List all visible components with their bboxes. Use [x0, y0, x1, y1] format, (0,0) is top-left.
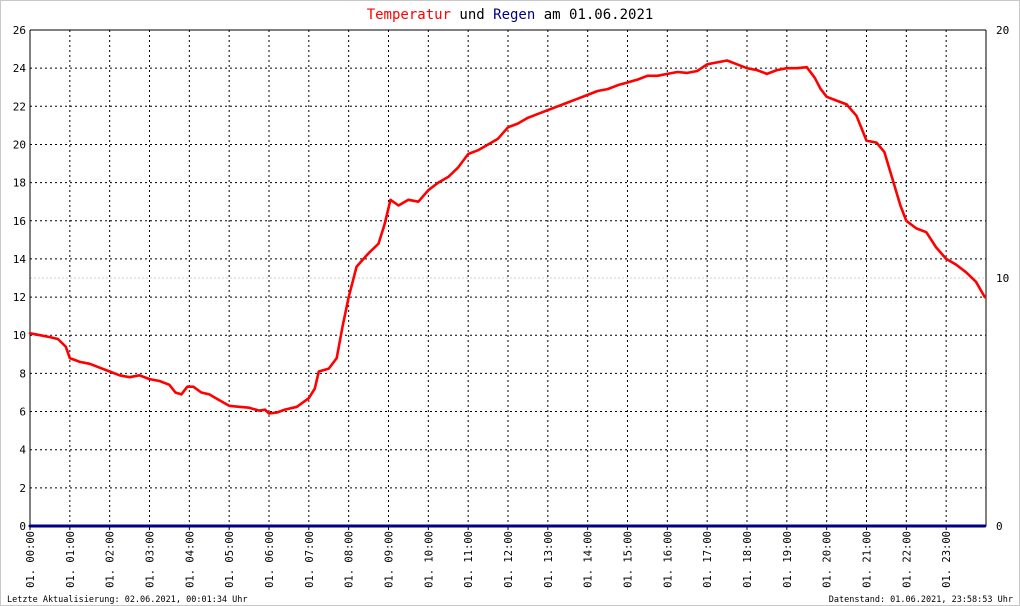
x-tick-label: 01. 02:00 [105, 531, 117, 588]
x-tick-label: 01. 18:00 [742, 531, 754, 588]
x-tick-label: 01. 23:00 [941, 531, 953, 588]
x-tick-label: 01. 04:00 [184, 531, 196, 588]
x-tick-label: 01. 16:00 [662, 531, 674, 588]
x-tick-label: 01. 12:00 [503, 531, 515, 588]
x-tick-label: 01. 10:00 [423, 531, 435, 588]
x-tick-label: 01. 13:00 [543, 531, 555, 588]
x-tick-label: 01. 15:00 [623, 531, 635, 588]
title-regen: Regen [493, 7, 535, 23]
x-tick-label: 01. 05:00 [224, 531, 236, 588]
x-tick-label: 01. 21:00 [862, 531, 874, 588]
y-tick-label: 14 [13, 253, 27, 266]
footer-last-update: Letzte Aktualisierung: 02.06.2021, 00:01… [7, 595, 248, 605]
title-date: am 01.06.2021 [535, 7, 653, 23]
x-tick-label: 01. 19:00 [782, 531, 794, 588]
x-tick-label: 01. 14:00 [583, 531, 595, 588]
grid [30, 29, 986, 526]
axes [29, 29, 987, 530]
y-tick-label: 24 [13, 62, 27, 75]
y2-tick-label: 0 [996, 520, 1003, 533]
y-tick-label: 12 [13, 291, 26, 304]
x-tick-label: 01. 01:00 [65, 531, 77, 588]
footer-data-status: Datenstand: 01.06.2021, 23:58:53 Uhr [829, 595, 1013, 605]
y-tick-label: 8 [19, 367, 26, 380]
x-tick-label: 01. 03:00 [145, 531, 157, 588]
y-tick-label: 20 [13, 138, 26, 151]
x-tick-label: 01. 22:00 [901, 531, 913, 588]
title-und: und [451, 7, 493, 23]
x-tick-label: 01. 00:00 [25, 531, 37, 588]
x-tick-label: 01. 20:00 [822, 531, 834, 588]
chart-title: Temperatur und Regen am 01.06.2021 [367, 7, 654, 23]
x-tick-label: 01. 17:00 [702, 531, 714, 588]
y-tick-label: 22 [13, 100, 26, 113]
series [28, 59, 987, 528]
y-tick-label: 6 [19, 406, 26, 419]
x-tick-label: 01. 11:00 [463, 531, 475, 588]
x-tick-label: 01. 09:00 [384, 531, 396, 588]
y-tick-label: 26 [13, 24, 26, 37]
x-tick-label: 01. 06:00 [264, 531, 276, 588]
y-tick-label: 0 [19, 520, 26, 533]
y-tick-label: 2 [19, 482, 26, 495]
y-tick-label: 4 [19, 444, 26, 457]
series-line-temperatur [28, 59, 987, 415]
title-temperatur: Temperatur [367, 7, 451, 23]
y-tick-label: 16 [13, 215, 26, 228]
y2-tick-label: 20 [996, 24, 1009, 37]
x-tick-label: 01. 08:00 [344, 531, 356, 588]
y-tick-label: 18 [13, 177, 26, 190]
y-tick-label: 10 [13, 329, 26, 342]
y2-tick-label: 10 [996, 272, 1009, 285]
x-tick-label: 01. 07:00 [304, 531, 316, 588]
